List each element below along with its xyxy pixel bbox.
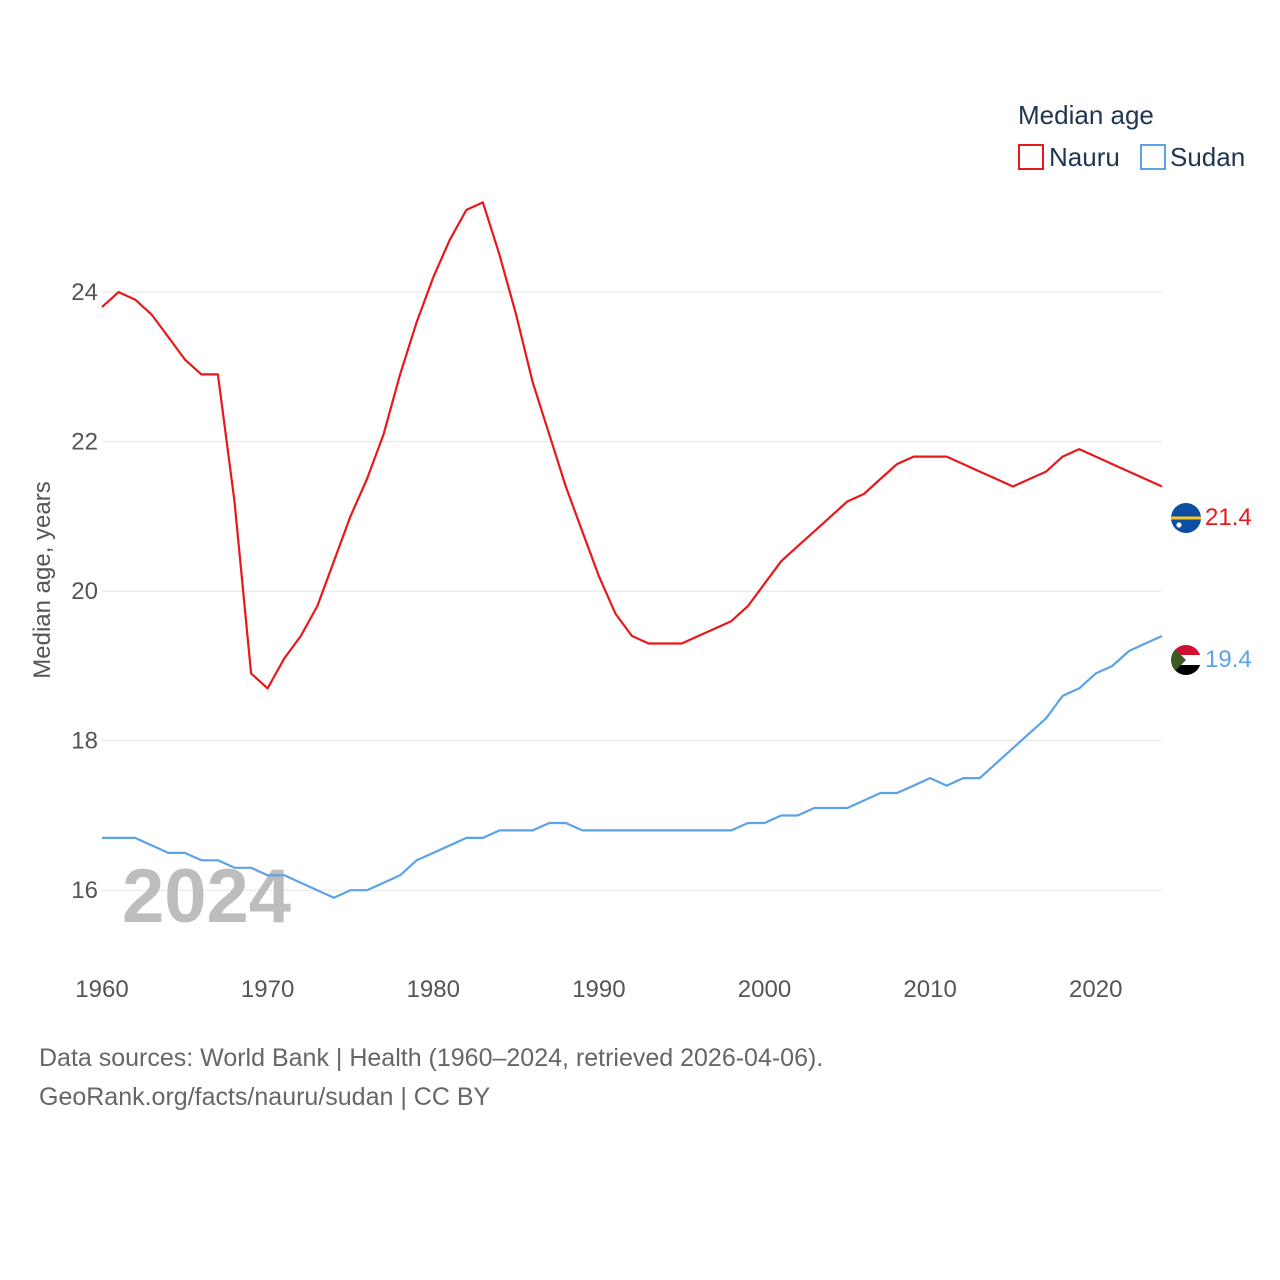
sudan-flag-icon — [1171, 645, 1201, 675]
x-tick-label: 1960 — [75, 976, 128, 1003]
year-watermark: 2024 — [122, 854, 291, 939]
legend-label-nauru: Nauru — [1049, 142, 1120, 172]
x-tick-label: 2000 — [738, 976, 791, 1003]
x-tick-label: 2020 — [1069, 976, 1122, 1003]
x-tick-label: 2010 — [903, 976, 956, 1003]
y-tick-label: 24 — [71, 279, 98, 306]
x-tick-label: 1970 — [241, 976, 294, 1003]
legend-item-nauru[interactable]: Nauru — [1018, 142, 1120, 172]
legend-swatch-sudan — [1140, 144, 1166, 170]
source-link-text[interactable]: GeoRank.org/facts/nauru/sudan | CC BY — [39, 1083, 491, 1111]
x-tick-label: 1980 — [407, 976, 460, 1003]
series-lines — [101, 201, 1163, 899]
y-axis-label: Median age, years — [29, 481, 56, 678]
y-tick-label: 22 — [71, 429, 98, 456]
y-tick-label: 20 — [71, 578, 98, 605]
grid-lines — [102, 291, 1162, 891]
legend-title: Median age — [1018, 100, 1154, 130]
y-tick-label: 16 — [71, 877, 98, 904]
series-line-nauru — [101, 201, 1163, 690]
data-sources-text: Data sources: World Bank | Health (1960–… — [39, 1044, 824, 1072]
y-axis-ticks: 16 18 20 22 24 — [71, 279, 98, 904]
end-value-label-sudan: 19.4 — [1205, 646, 1252, 673]
series-line-sudan — [102, 634, 1163, 899]
legend[interactable]: Median age Nauru Sudan — [1018, 100, 1245, 172]
legend-label-sudan: Sudan — [1170, 142, 1245, 172]
legend-swatch-nauru — [1018, 144, 1044, 170]
y-tick-label: 18 — [71, 728, 98, 755]
legend-item-sudan[interactable]: Sudan — [1140, 142, 1245, 172]
end-value-label-nauru: 21.4 — [1205, 504, 1252, 531]
nauru-flag-icon — [1171, 503, 1201, 533]
x-axis-ticks: 1960 1970 1980 1990 2000 2010 2020 — [75, 976, 1122, 1003]
x-tick-label: 1990 — [572, 976, 625, 1003]
